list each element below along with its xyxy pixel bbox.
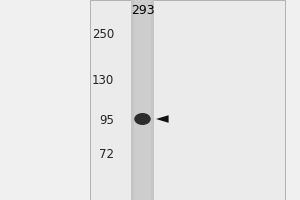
Text: 130: 130 [92, 73, 114, 86]
Text: 95: 95 [99, 114, 114, 128]
Polygon shape [156, 115, 169, 123]
Bar [90, 0, 285, 200]
Text: 293: 293 [131, 4, 154, 18]
Text: 72: 72 [99, 148, 114, 162]
Ellipse shape [134, 113, 151, 125]
Bar [131, 0, 154, 200]
Text: 250: 250 [92, 28, 114, 42]
Bar [134, 0, 152, 200]
